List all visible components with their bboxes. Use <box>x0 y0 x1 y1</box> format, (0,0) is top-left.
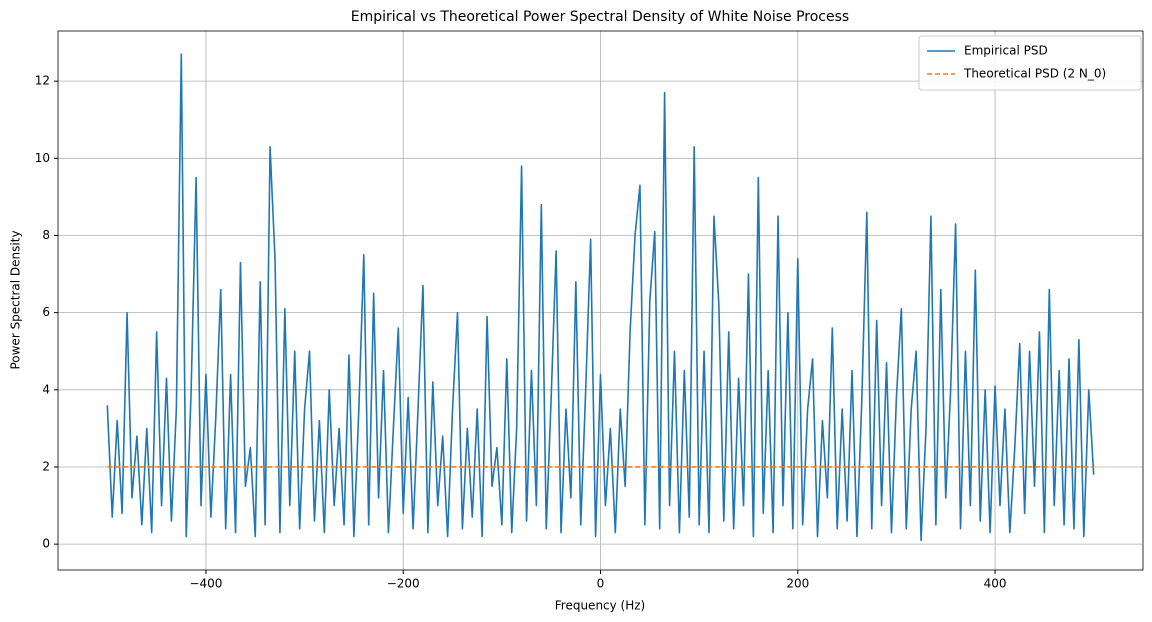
chart-title: Empirical vs Theoretical Power Spectral … <box>351 9 849 25</box>
legend-label: Theoretical PSD (2 N_0) <box>963 67 1106 81</box>
y-axis-label: Power Spectral Density <box>9 230 23 369</box>
y-tick-label: 6 <box>42 305 50 319</box>
y-tick-label: 4 <box>42 382 50 396</box>
y-tick-label: 0 <box>42 537 50 551</box>
x-tick-label: 0 <box>597 577 605 591</box>
plot-frame <box>57 30 1144 571</box>
legend-label: Empirical PSD <box>964 44 1048 58</box>
x-tick-label: −400 <box>189 577 222 591</box>
x-tick-label: −200 <box>387 577 420 591</box>
y-tick-label: 8 <box>42 228 50 242</box>
x-axis-label: Frequency (Hz) <box>555 599 646 613</box>
x-tick-label: 400 <box>984 577 1007 591</box>
data-line <box>106 53 1095 542</box>
y-tick-label: 10 <box>35 151 50 165</box>
x-tick-label: 200 <box>786 577 809 591</box>
legend-box <box>918 35 1142 91</box>
y-tick-label: 12 <box>35 74 50 88</box>
y-tick-label: 2 <box>42 459 50 473</box>
